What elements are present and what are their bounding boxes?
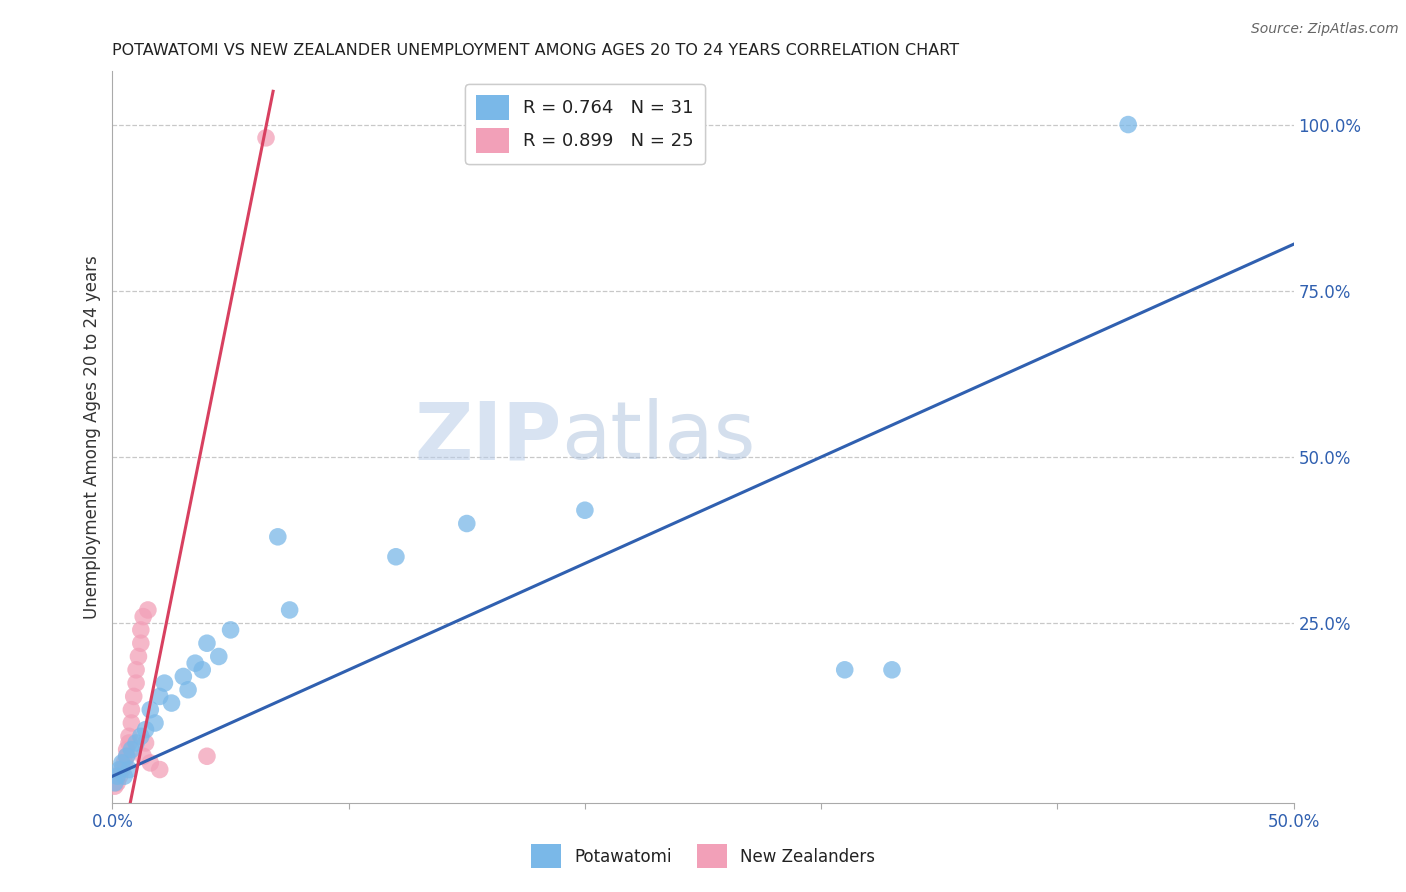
Point [880, 663, 903, 677]
Point [1116, 118, 1139, 132]
Point [122, 690, 145, 704]
Point [254, 131, 277, 145]
Text: ZIP: ZIP [413, 398, 561, 476]
Legend: Potawatomi, New Zealanders: Potawatomi, New Zealanders [524, 838, 882, 875]
Point [208, 649, 231, 664]
Point [127, 649, 149, 664]
Point [112, 769, 135, 783]
Point [385, 549, 408, 564]
Point [219, 623, 242, 637]
Text: POTAWATOMI VS NEW ZEALANDER UNEMPLOYMENT AMONG AGES 20 TO 24 YEARS CORRELATION C: POTAWATOMI VS NEW ZEALANDER UNEMPLOYMENT… [112, 43, 960, 58]
Point [135, 723, 157, 737]
Point [115, 749, 138, 764]
Point [111, 763, 134, 777]
Point [132, 609, 155, 624]
Point [115, 749, 138, 764]
Point [129, 623, 152, 637]
Point [136, 603, 159, 617]
Point [118, 736, 141, 750]
Point [129, 729, 152, 743]
Point [160, 696, 183, 710]
Point [112, 756, 135, 770]
Point [139, 756, 162, 770]
Point [105, 776, 128, 790]
Point [125, 663, 148, 677]
Point [132, 749, 155, 764]
Point [115, 742, 138, 756]
Point [267, 530, 290, 544]
Text: Source: ZipAtlas.com: Source: ZipAtlas.com [1251, 22, 1399, 37]
Point [120, 716, 142, 731]
Point [149, 690, 172, 704]
Point [191, 663, 214, 677]
Point [195, 636, 218, 650]
Point [456, 516, 478, 531]
Point [125, 676, 148, 690]
Point [105, 769, 128, 783]
Point [574, 503, 596, 517]
Y-axis label: Unemployment Among Ages 20 to 24 years: Unemployment Among Ages 20 to 24 years [83, 255, 101, 619]
Text: atlas: atlas [561, 398, 755, 476]
Point [177, 682, 200, 697]
Point [118, 729, 141, 743]
Point [118, 763, 141, 777]
Point [111, 756, 134, 770]
Point [278, 603, 301, 617]
Point [120, 742, 142, 756]
Point [139, 703, 162, 717]
Point [120, 703, 142, 717]
Point [172, 669, 194, 683]
Point [153, 676, 176, 690]
Point [195, 749, 218, 764]
Point [135, 736, 157, 750]
Point [834, 663, 856, 677]
Legend: R = 0.764   N = 31, R = 0.899   N = 25: R = 0.764 N = 31, R = 0.899 N = 25 [465, 84, 704, 164]
Point [104, 779, 127, 793]
Point [125, 736, 148, 750]
Point [104, 776, 127, 790]
Point [184, 656, 207, 670]
Point [108, 769, 131, 783]
Point [129, 636, 152, 650]
Point [149, 763, 172, 777]
Point [108, 763, 131, 777]
Point [143, 716, 166, 731]
